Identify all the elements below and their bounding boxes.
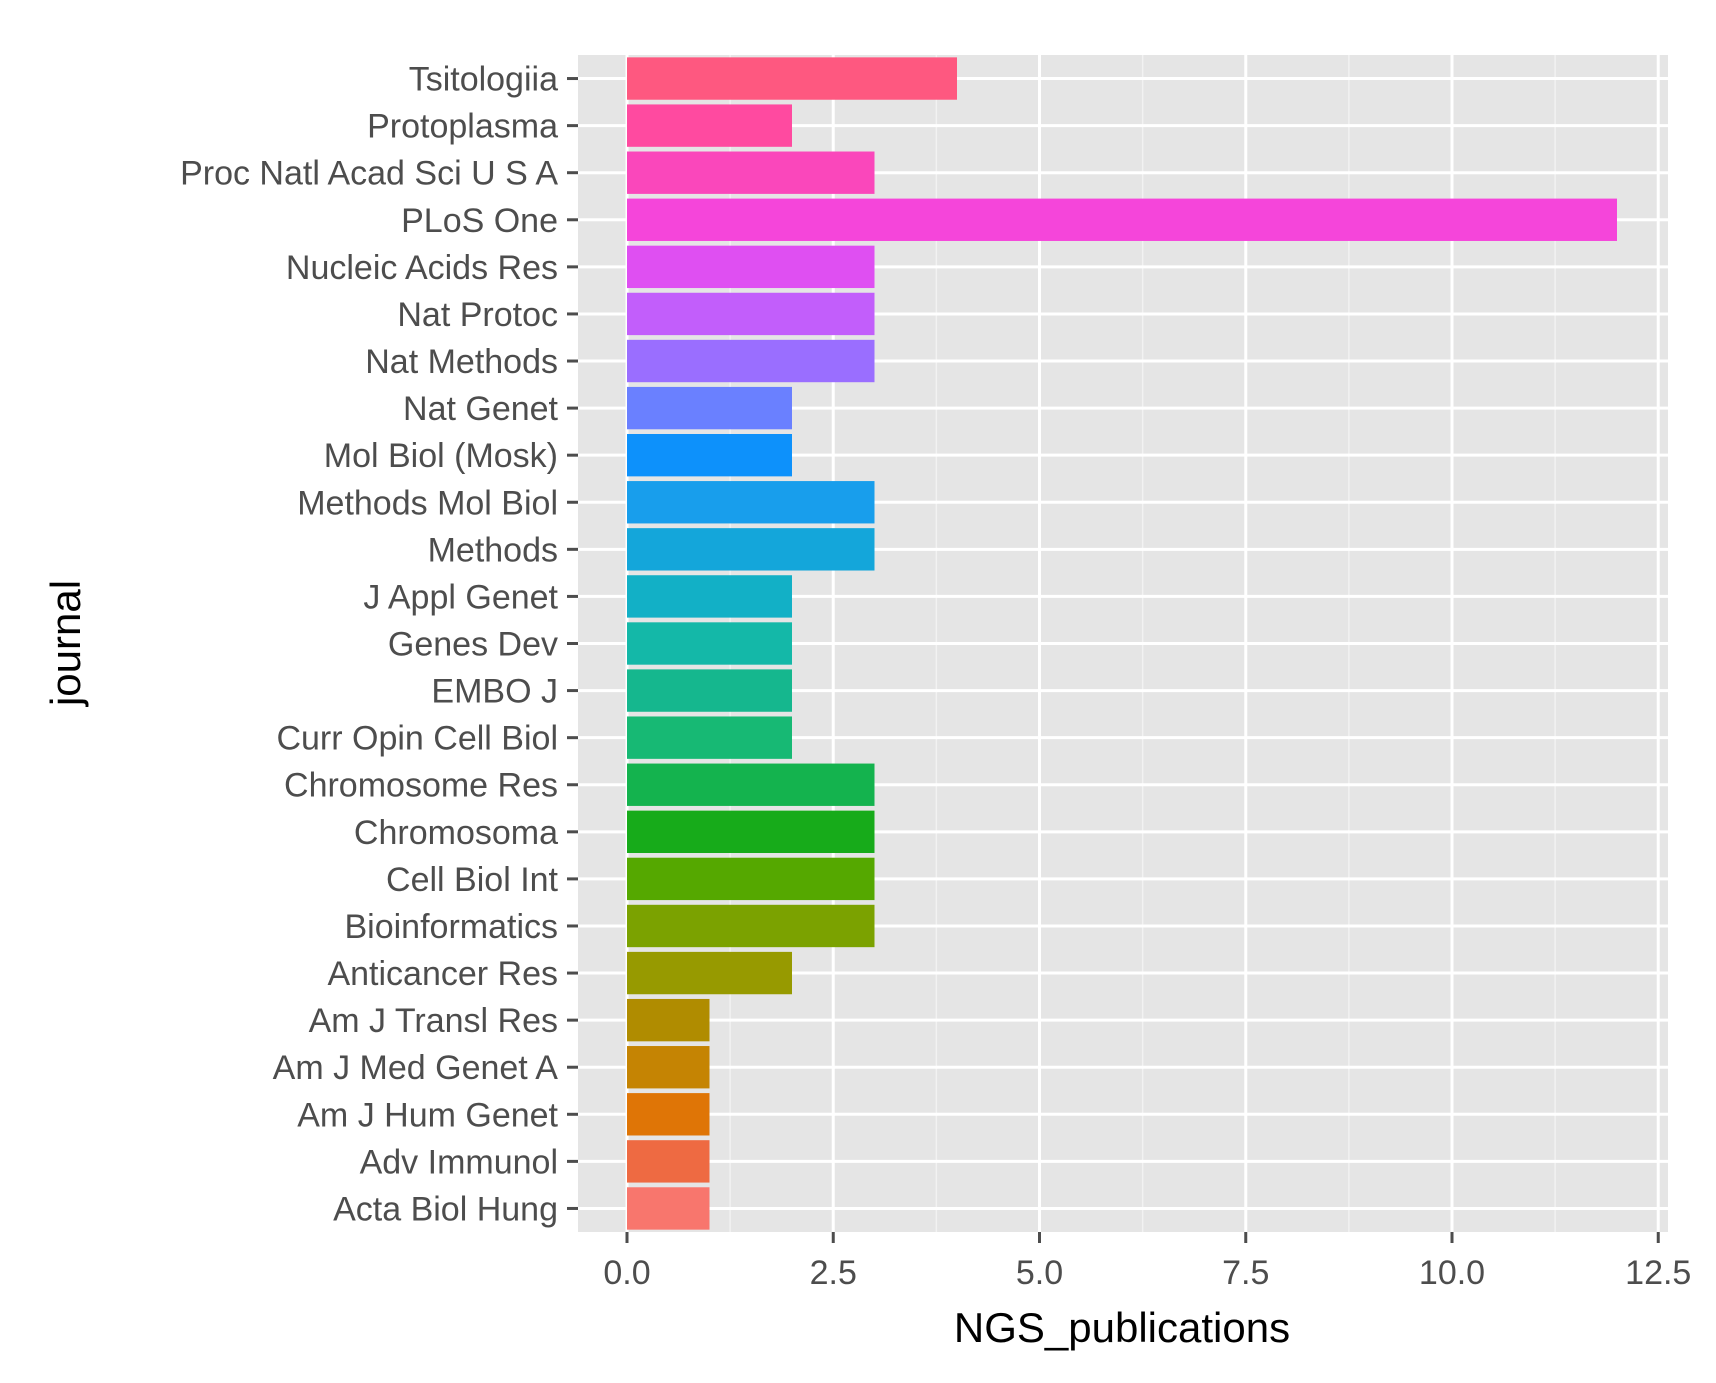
y-tick-label: EMBO J — [431, 673, 558, 711]
x-tick-label: 12.5 — [1625, 1254, 1691, 1292]
bar — [627, 622, 792, 665]
y-tick-label: Curr Opin Cell Biol — [276, 720, 558, 758]
y-tick-label: Tsitologiia — [409, 61, 558, 99]
y-tick-label: Cell Biol Int — [386, 861, 559, 899]
y-tick-label: Proc Natl Acad Sci U S A — [180, 155, 558, 193]
y-tick-label: Acta Biol Hung — [333, 1190, 558, 1228]
bar — [627, 1093, 710, 1136]
gridlines — [578, 55, 1668, 1232]
x-tick-label: 10.0 — [1419, 1254, 1485, 1292]
y-axis: Acta Biol Hung Adv Immunol Am J Hum Genet A… — [180, 61, 578, 1228]
bar — [627, 433, 792, 477]
bar — [627, 292, 875, 336]
bar — [627, 951, 792, 995]
y-tick-label: Nat Genet — [403, 390, 559, 428]
y-tick-label: Am J Hum Genet — [297, 1096, 558, 1134]
y-tick-label: Am J Transl Res — [309, 1002, 558, 1040]
bar — [627, 669, 792, 712]
bar — [627, 857, 875, 901]
y-tick-label: Methods Mol Biol — [297, 484, 558, 522]
bar — [627, 1046, 710, 1089]
y-tick-label: Genes Dev — [388, 626, 558, 664]
x-axis: 0.0 2.5 5.0 7.5 10.0 12.5 — [603, 1232, 1691, 1292]
bar — [627, 998, 710, 1042]
y-tick-label: Chromosome Res — [284, 767, 558, 805]
y-tick-label: Nat Methods — [365, 343, 558, 381]
y-axis-title: journal — [42, 580, 89, 708]
x-tick-label: 5.0 — [1016, 1254, 1063, 1292]
bar — [627, 716, 792, 759]
y-tick-label: Am J Med Genet A — [273, 1049, 559, 1087]
y-tick-label: PLoS One — [401, 202, 558, 240]
y-tick-label: Chromosoma — [354, 814, 558, 852]
y-tick-label: Anticancer Res — [327, 955, 558, 993]
bar — [627, 198, 1617, 241]
x-tick-label: 7.5 — [1222, 1254, 1269, 1292]
bar — [627, 245, 875, 289]
bar — [627, 528, 875, 571]
y-tick-label: Protoplasma — [367, 108, 558, 146]
bar — [627, 763, 875, 806]
x-axis-title: NGS_publications — [954, 1304, 1290, 1351]
bar — [627, 575, 792, 618]
bars — [627, 57, 1617, 1230]
bar — [627, 57, 957, 100]
bar — [627, 481, 875, 524]
bar — [627, 1140, 710, 1183]
bar — [627, 339, 875, 383]
y-tick-label: Adv Immunol — [360, 1143, 558, 1181]
bar — [627, 104, 792, 147]
bar — [627, 1187, 710, 1230]
y-tick-label: Mol Biol (Mosk) — [324, 437, 558, 475]
y-tick-label: Nucleic Acids Res — [286, 249, 558, 287]
bar — [627, 386, 792, 430]
bar — [627, 151, 875, 194]
bar — [627, 810, 875, 854]
y-tick-label: Nat Protoc — [397, 296, 558, 334]
x-tick-label: 0.0 — [603, 1254, 650, 1292]
y-tick-label: Methods — [428, 531, 558, 569]
y-tick-label: J Appl Genet — [363, 578, 558, 616]
x-tick-label: 2.5 — [810, 1254, 857, 1292]
bar — [627, 904, 875, 948]
y-tick-label: Bioinformatics — [344, 908, 558, 946]
